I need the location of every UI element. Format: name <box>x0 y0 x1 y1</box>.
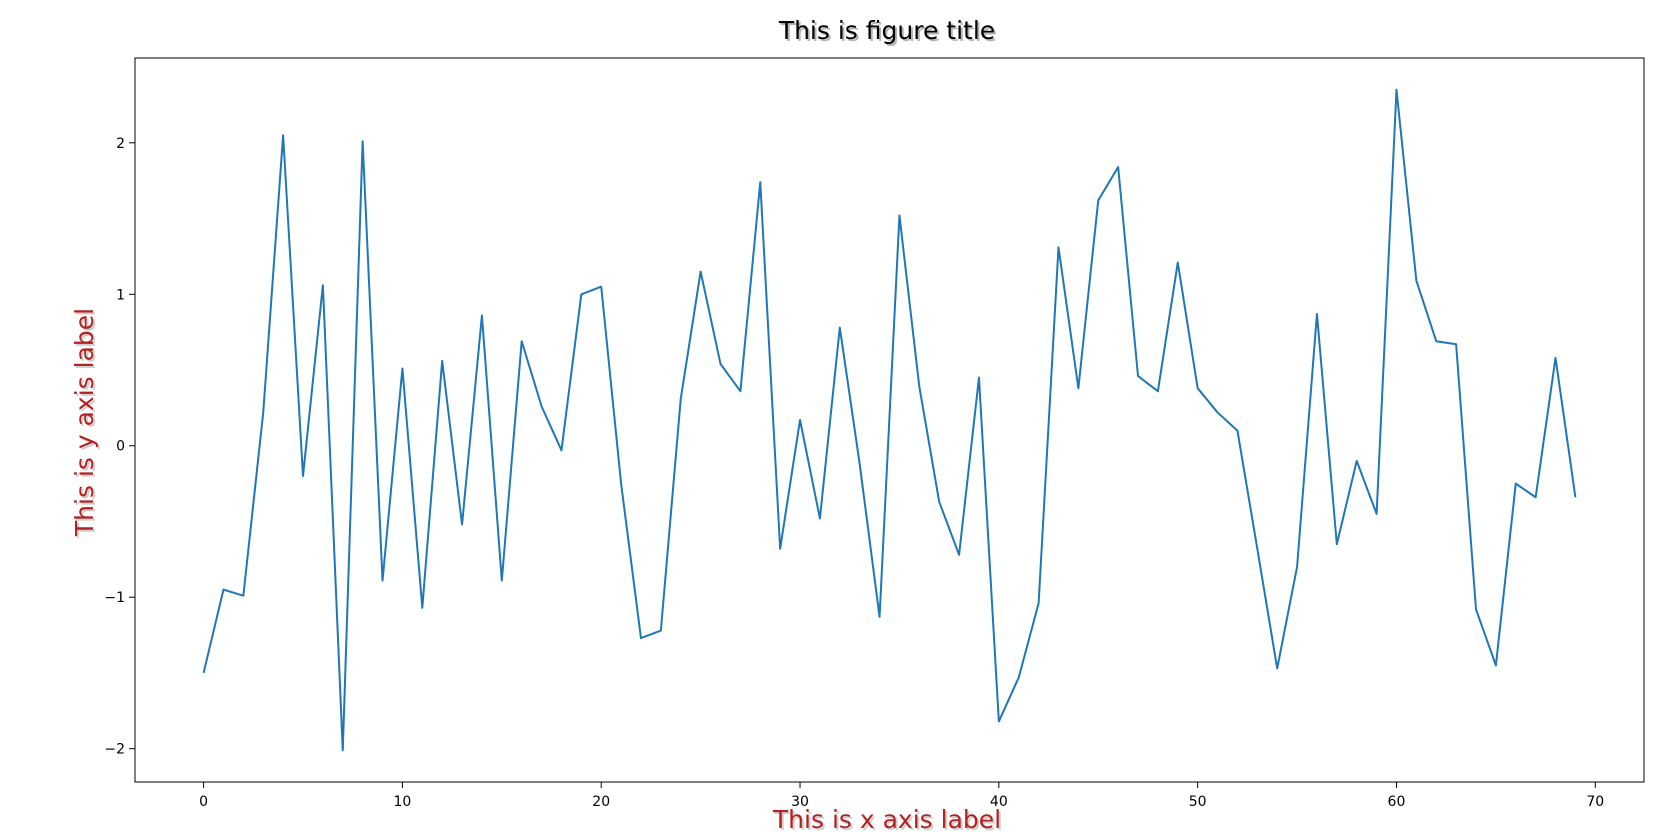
x-axis-ticks: 0 10 20 30 40 50 60 70 <box>199 782 1604 810</box>
x-axis-label: This is x axis label <box>772 805 1001 832</box>
y-tick-label: −2 <box>104 742 125 758</box>
y-axis-label-shadow: This is y axis label <box>72 310 101 539</box>
y-axis-label: This is y axis label <box>70 308 99 537</box>
x-tick-label: 30 <box>791 794 809 810</box>
y-tick-label: 2 <box>116 136 125 152</box>
series-line <box>202 88 1577 752</box>
x-tick-label: 70 <box>1586 794 1604 810</box>
chart-title-shadow: This is figure title <box>780 18 997 47</box>
y-axis-ticks: −2 −1 0 1 2 <box>104 136 135 758</box>
x-tick-label: 50 <box>1189 794 1207 810</box>
x-tick-label: 10 <box>393 794 411 810</box>
x-tick-label: 0 <box>199 794 208 810</box>
x-axis-label-shadow: This is x axis label <box>774 807 1003 832</box>
y-tick-label: 0 <box>116 439 125 455</box>
x-tick-label: 20 <box>592 794 610 810</box>
y-tick-label: 1 <box>116 287 125 303</box>
axes-frame <box>134 57 1645 783</box>
x-tick-label: 60 <box>1388 794 1406 810</box>
x-tick-label: 40 <box>990 794 1008 810</box>
series-lines <box>202 88 1577 752</box>
chart-title: This is figure title <box>778 16 995 45</box>
y-tick-label: −1 <box>104 590 125 606</box>
